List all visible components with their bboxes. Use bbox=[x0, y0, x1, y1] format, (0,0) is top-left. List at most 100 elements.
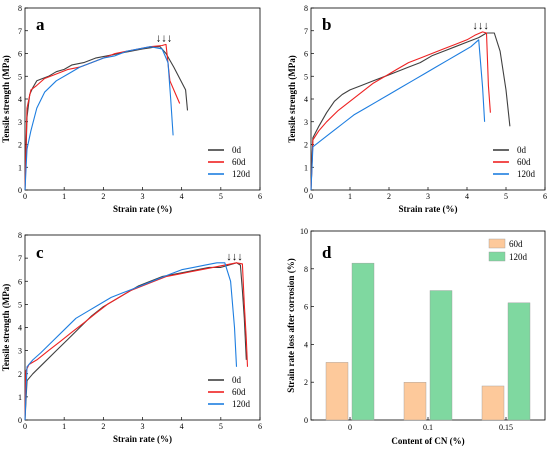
y-tick-label: 8 bbox=[18, 231, 22, 240]
x-tick-label: 6 bbox=[258, 192, 262, 201]
x-axis-label: Content of CN (%) bbox=[391, 436, 464, 446]
y-tick-label: 10 bbox=[300, 227, 308, 236]
bar-60d-0 bbox=[325, 362, 349, 421]
y-axis-label: Tensile strength (MPa) bbox=[1, 284, 11, 372]
y-tick-label: 5 bbox=[18, 300, 22, 309]
peak-arrows-annotation: ↓↓↓ bbox=[156, 32, 173, 44]
x-tick-label: 0 bbox=[23, 422, 27, 431]
y-tick-label: 7 bbox=[18, 27, 22, 36]
panel-c: c 0 1 2 3 4 5 6 0 1 2 3 4 5 6 7 8 Strain rate (%) Tensile… bbox=[1, 231, 262, 444]
y-tick-label: 7 bbox=[18, 254, 22, 263]
panel-a: a 0 1 2 3 4 5 6 0 1 2 3 4 5 6 7 8 Strain rate (%) Tensile… bbox=[1, 4, 262, 214]
legend-label-60d: 60d bbox=[517, 157, 531, 167]
panel-d: d 0 2 4 6 8 10 0 0.1 0.15 Content of CN (%) Strain… bbox=[286, 227, 546, 446]
legend-label-60d: 60d bbox=[509, 239, 523, 249]
y-tick-label: 2 bbox=[18, 370, 22, 379]
legend-label-120d: 120d bbox=[517, 169, 536, 179]
y-tick-label: 4 bbox=[18, 324, 22, 333]
panel-b: b 0 1 2 3 4 5 6 0 1 2 3 4 5 6 7 8 Strain rate (%) Tensile… bbox=[287, 4, 547, 214]
legend-label-60d: 60d bbox=[232, 157, 246, 167]
x-tick-label: 1 bbox=[348, 192, 352, 201]
x-axis-label: Strain rate (%) bbox=[399, 204, 458, 214]
legend-swatch-120d bbox=[488, 251, 506, 262]
series-line-60d bbox=[24, 43, 181, 191]
plot-frame-a bbox=[24, 7, 261, 191]
y-tick-label: 6 bbox=[18, 50, 22, 59]
x-tick-label: 2 bbox=[387, 192, 391, 201]
y-tick-label: 4 bbox=[304, 340, 308, 349]
y-tick-label: 8 bbox=[304, 265, 308, 274]
y-tick-label: 1 bbox=[18, 393, 22, 402]
bar-60d-0.1 bbox=[403, 382, 427, 421]
y-axis-label: Strain rate loss after corrosion (%) bbox=[286, 258, 296, 392]
y-tick-label: 2 bbox=[18, 141, 22, 150]
legend-swatch-60d bbox=[488, 238, 506, 249]
plot-frame-b bbox=[310, 7, 546, 191]
x-tick-label: 2 bbox=[101, 192, 105, 201]
legend-label-120d: 120d bbox=[509, 252, 528, 262]
x-tick-label: 5 bbox=[219, 422, 223, 431]
legend-label-0d: 0d bbox=[232, 375, 242, 385]
x-tick-label: 0 bbox=[348, 423, 352, 432]
series-line-120d bbox=[24, 262, 238, 421]
series-line-0d bbox=[24, 262, 247, 421]
x-tick-label: 4 bbox=[180, 422, 184, 431]
y-tick-label: 6 bbox=[18, 277, 22, 286]
x-tick-label: 5 bbox=[219, 192, 223, 201]
y-tick-label: 3 bbox=[18, 118, 22, 127]
x-tick-label: 6 bbox=[543, 192, 547, 201]
y-tick-label: 8 bbox=[18, 4, 22, 13]
panel-label-b: b bbox=[322, 15, 331, 34]
y-tick-label: 5 bbox=[304, 72, 308, 81]
x-tick-label: 4 bbox=[465, 192, 469, 201]
y-tick-label: 0 bbox=[18, 416, 22, 425]
x-tick-label: 1 bbox=[62, 422, 66, 431]
series-line-120d bbox=[310, 39, 486, 191]
y-tick-label: 4 bbox=[304, 95, 308, 104]
series-line-0d bbox=[24, 46, 189, 191]
bar-120d-0.1 bbox=[429, 290, 453, 421]
bar-120d-0.15 bbox=[507, 302, 531, 421]
legend-label-0d: 0d bbox=[232, 145, 242, 155]
y-tick-label: 5 bbox=[18, 72, 22, 81]
y-tick-label: 1 bbox=[304, 163, 308, 172]
y-tick-label: 8 bbox=[304, 4, 308, 13]
legend-label-120d: 120d bbox=[232, 399, 251, 409]
x-tick-label: 2 bbox=[101, 422, 105, 431]
legend-label-120d: 120d bbox=[232, 169, 251, 179]
x-tick-label: 3 bbox=[141, 422, 145, 431]
x-tick-label: 6 bbox=[258, 422, 262, 431]
y-tick-label: 6 bbox=[304, 50, 308, 59]
x-tick-label: 5 bbox=[504, 192, 508, 201]
x-tick-label: 0 bbox=[23, 192, 27, 201]
series-line-60d bbox=[24, 262, 249, 421]
bar-60d-0.15 bbox=[481, 385, 505, 421]
panel-label-c: c bbox=[36, 243, 44, 262]
y-axis-label: Tensile strength (MPa) bbox=[287, 55, 297, 143]
y-tick-label: 3 bbox=[304, 118, 308, 127]
legend-label-60d: 60d bbox=[232, 387, 246, 397]
y-tick-label: 1 bbox=[18, 163, 22, 172]
y-tick-label: 0 bbox=[304, 416, 308, 425]
y-tick-label: 2 bbox=[304, 141, 308, 150]
bar-120d-0 bbox=[351, 262, 375, 421]
y-tick-label: 0 bbox=[304, 186, 308, 195]
panel-label-d: d bbox=[322, 243, 332, 262]
series-line-0d bbox=[310, 32, 511, 191]
x-axis-label: Strain rate (%) bbox=[113, 204, 172, 214]
y-tick-label: 7 bbox=[304, 27, 308, 36]
x-axis-label: Strain rate (%) bbox=[113, 434, 172, 444]
y-tick-label: 2 bbox=[304, 378, 308, 387]
y-axis-label: Tensile strength (MPa) bbox=[1, 55, 11, 143]
y-tick-label: 0 bbox=[18, 186, 22, 195]
x-tick-label: 4 bbox=[180, 192, 184, 201]
series-line-60d bbox=[310, 31, 491, 191]
x-tick-label: 0 bbox=[309, 192, 313, 201]
series-line-120d bbox=[24, 46, 174, 191]
panel-label-a: a bbox=[36, 15, 45, 34]
x-tick-label: 3 bbox=[141, 192, 145, 201]
peak-arrows-annotation: ↓↓↓ bbox=[226, 251, 243, 263]
x-tick-label: 0.15 bbox=[499, 423, 513, 432]
legend-label-0d: 0d bbox=[517, 145, 527, 155]
